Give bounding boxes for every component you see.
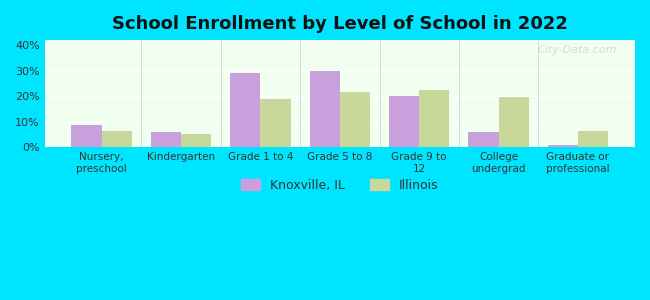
Title: School Enrollment by Level of School in 2022: School Enrollment by Level of School in … [112,15,567,33]
Bar [548,145,578,147]
Bar [72,125,101,147]
Bar [499,98,528,147]
Text: City-Data.com: City-Data.com [538,46,618,56]
Bar [389,96,419,147]
Bar [181,134,211,147]
Bar [419,90,449,147]
Bar [101,130,132,147]
Bar [309,71,340,147]
Bar [340,92,370,147]
Legend: Knoxville, IL, Illinois: Knoxville, IL, Illinois [237,173,443,196]
Bar [578,130,608,147]
Bar [230,73,261,147]
Bar [261,99,291,147]
Bar [151,132,181,147]
Bar [469,132,499,147]
